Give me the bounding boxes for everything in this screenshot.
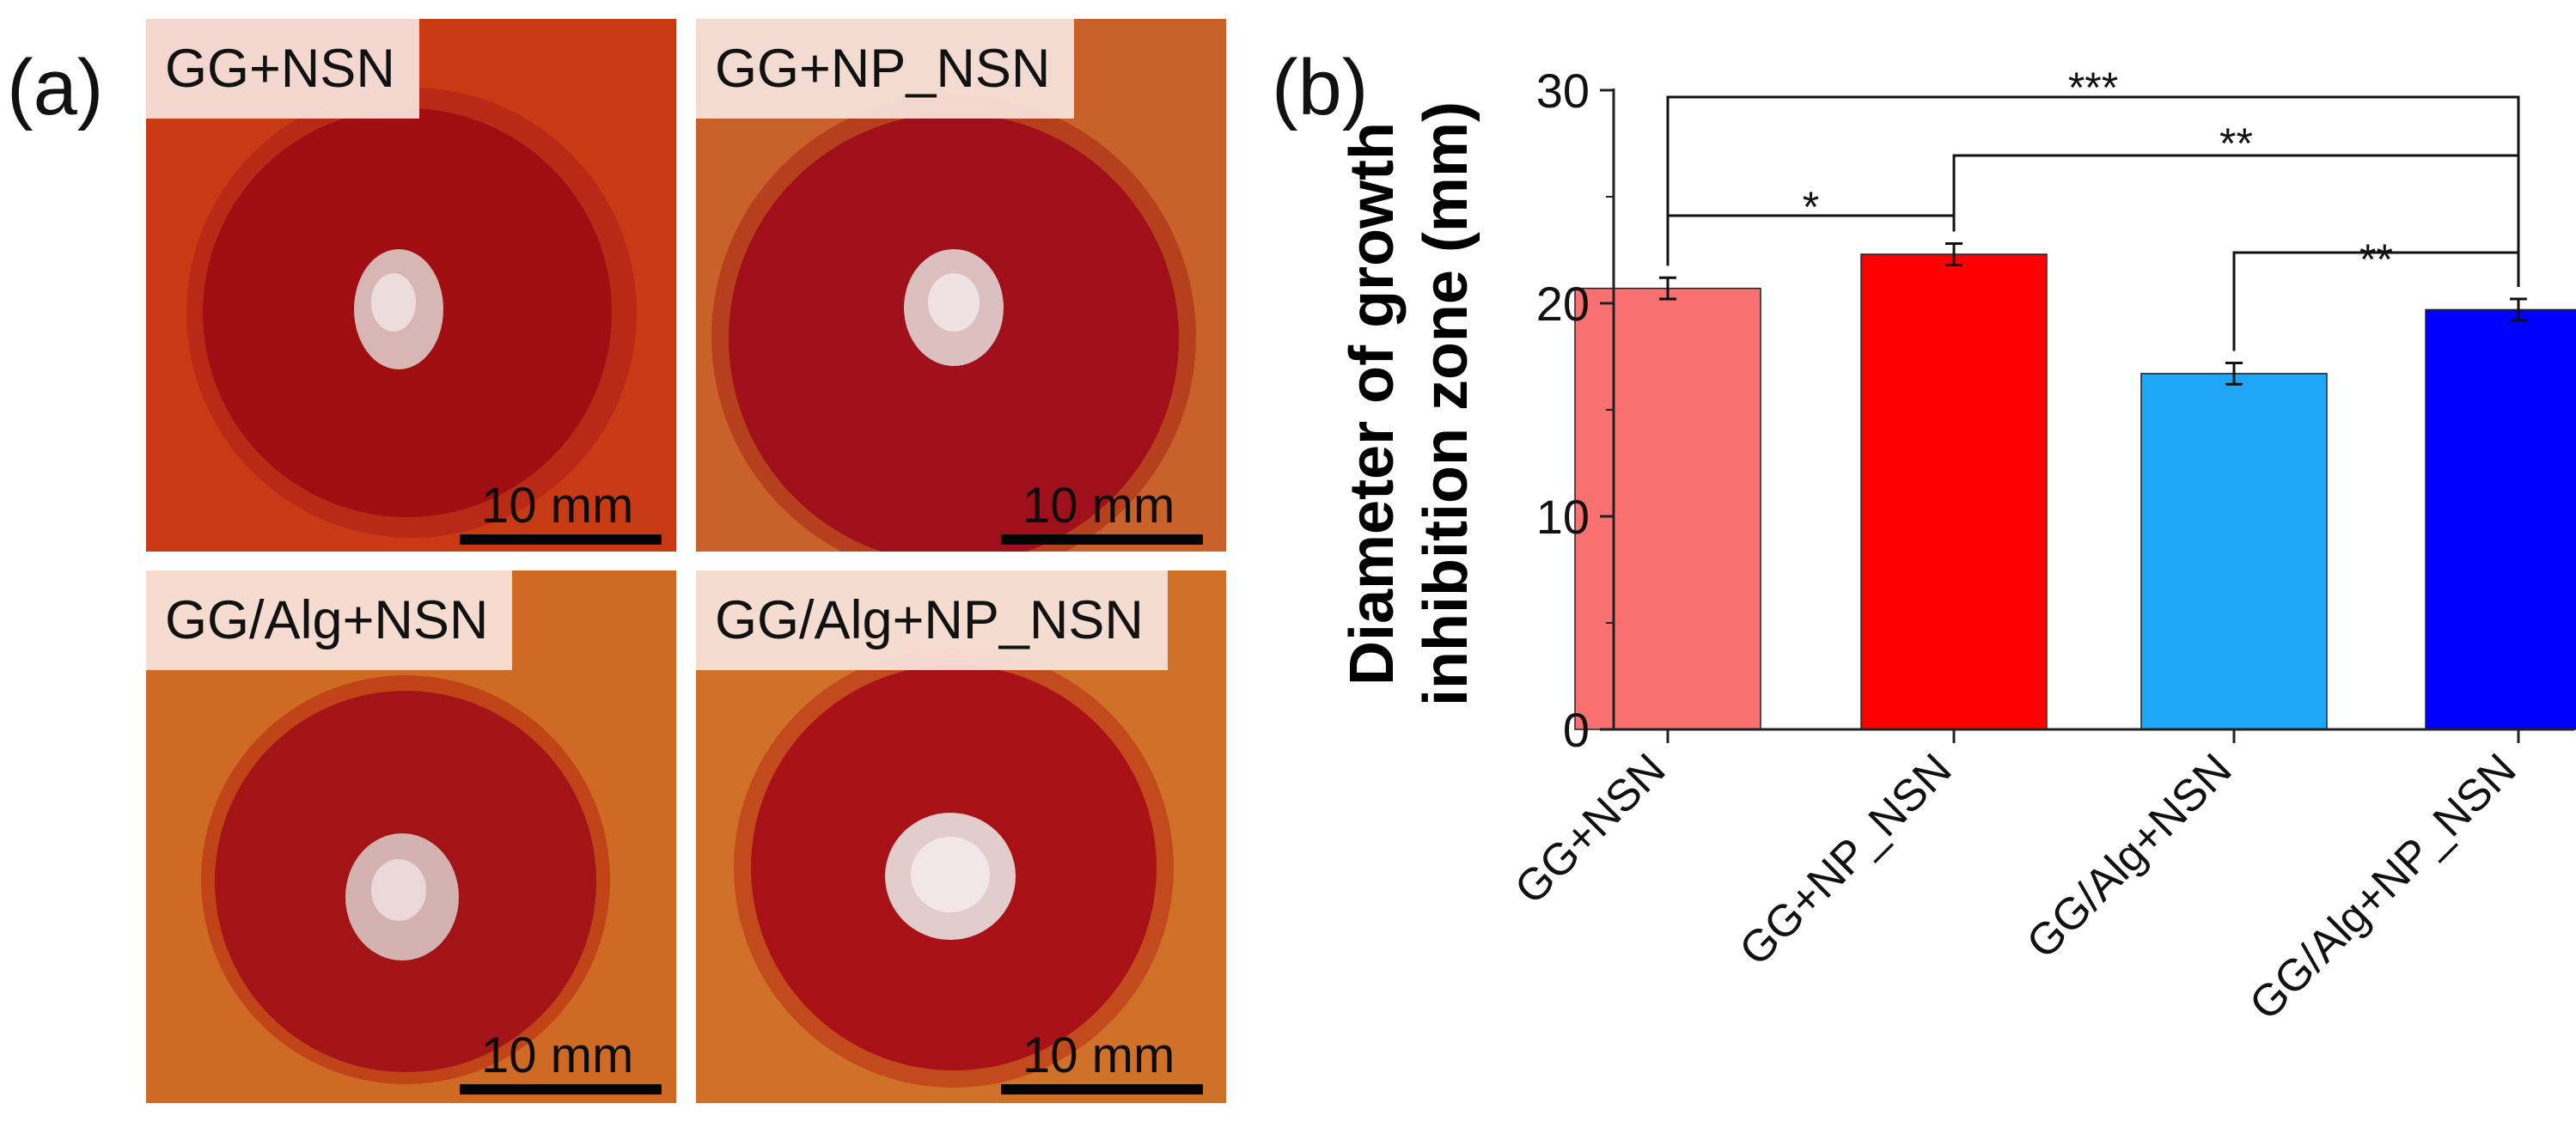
error-bar — [1659, 276, 1676, 301]
x-tick-label: GG+NP_NSN — [1731, 744, 1962, 975]
bar — [1860, 253, 2048, 730]
photo-label: GG+NSN — [146, 19, 419, 119]
x-tick-label: GG/Alg+NP_NSN — [2240, 744, 2525, 1029]
photo-gg-np-nsn: GG+NP_NSN 10 mm — [696, 19, 1226, 552]
panel-b-label: (b) — [1272, 44, 1369, 131]
error-bar — [1945, 242, 1963, 266]
photo-gg-nsn: GG+NSN 10 mm — [146, 19, 676, 552]
scale-bar-text: 10 mm — [481, 1027, 634, 1083]
scale-bar — [1001, 1084, 1203, 1095]
x-tick-label: GG/Alg+NSN — [2017, 744, 2242, 968]
significance-label: * — [1803, 183, 1819, 231]
scale-bar-text: 10 mm — [1022, 1027, 1175, 1083]
bar — [2140, 373, 2328, 730]
significance-label: ** — [2359, 235, 2393, 284]
error-bar — [2225, 361, 2243, 386]
photo-label: GG/Alg+NP_NSN — [696, 570, 1168, 670]
photo-label: GG+NP_NSN — [696, 19, 1075, 119]
significance-label: *** — [2068, 64, 2118, 112]
y-tick-label: 0 — [1563, 703, 1590, 757]
error-bar — [2510, 297, 2527, 322]
bar — [1574, 287, 1761, 730]
significance-label: ** — [2219, 119, 2253, 168]
x-tick-label: GG+NSN — [1505, 744, 1675, 913]
photo-gg-alg-nsn: GG/Alg+NSN 10 mm — [146, 570, 676, 1103]
photo-gg-alg-np-nsn: GG/Alg+NP_NSN 10 mm — [696, 570, 1226, 1103]
y-tick-label: 20 — [1536, 277, 1590, 331]
bracket-line — [1666, 95, 2520, 288]
scale-bar — [460, 1084, 662, 1095]
significance-bracket — [1666, 95, 2520, 288]
y-tick-label: 10 — [1536, 490, 1590, 544]
bar — [2425, 308, 2576, 730]
scale-bar — [460, 534, 662, 545]
y-tick-label: 30 — [1536, 64, 1590, 118]
scale-bar — [1001, 534, 1203, 545]
scale-bar-text: 10 mm — [481, 478, 634, 534]
panel-a-label: (a) — [7, 44, 104, 131]
scale-bar-text: 10 mm — [1022, 478, 1175, 534]
photo-label: GG/Alg+NSN — [146, 570, 513, 670]
